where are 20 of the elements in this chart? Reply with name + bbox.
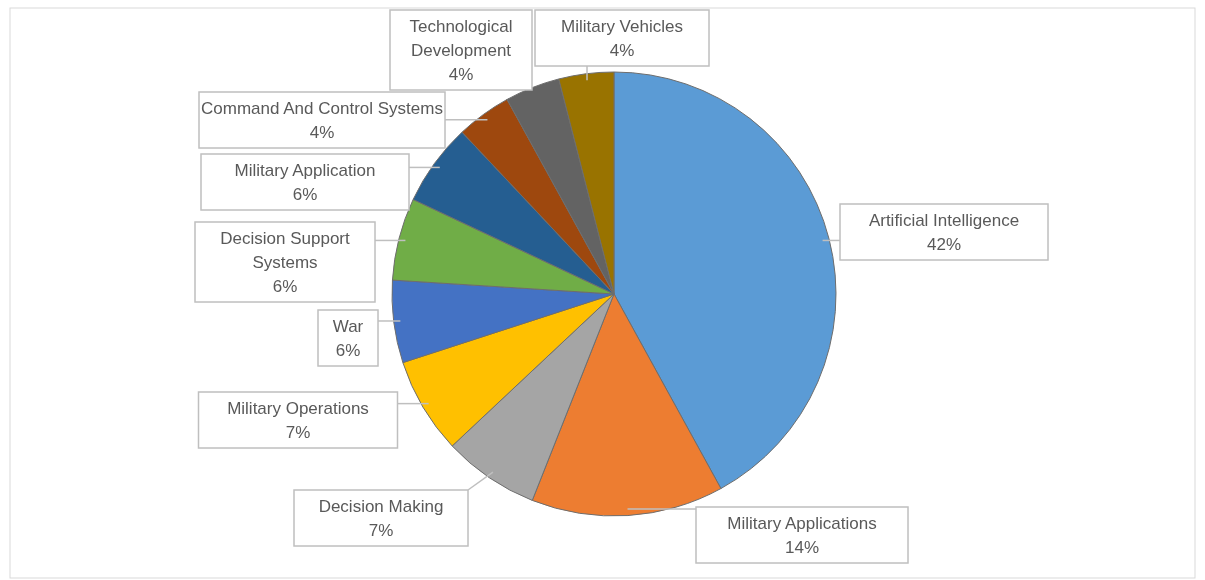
data-label: 7% [368,520,394,540]
data-label: 14% [784,537,820,557]
data-label: 42% [926,234,962,254]
data-label: 7% [285,422,311,442]
slice-label: Military Operations [227,398,369,418]
slice-label: Command And Control Systems [201,98,443,118]
slice-label: Decision Making [318,496,444,516]
slice-label: Decision Support Systems [220,228,350,272]
data-label: 6% [335,340,361,360]
data-label: 6% [292,184,318,204]
slice-label: Military Vehicles [561,16,683,36]
data-label: 4% [448,64,474,84]
data-label: 4% [609,40,635,60]
slice-label: Technological Development [409,16,513,60]
slice-label: Military Applications [727,513,877,533]
slice-label: Military Application [234,160,376,180]
slice-label: War [332,316,364,336]
data-label: 6% [272,276,298,296]
data-label: 4% [309,122,335,142]
slice-label: Artificial Intelligence [868,210,1020,230]
